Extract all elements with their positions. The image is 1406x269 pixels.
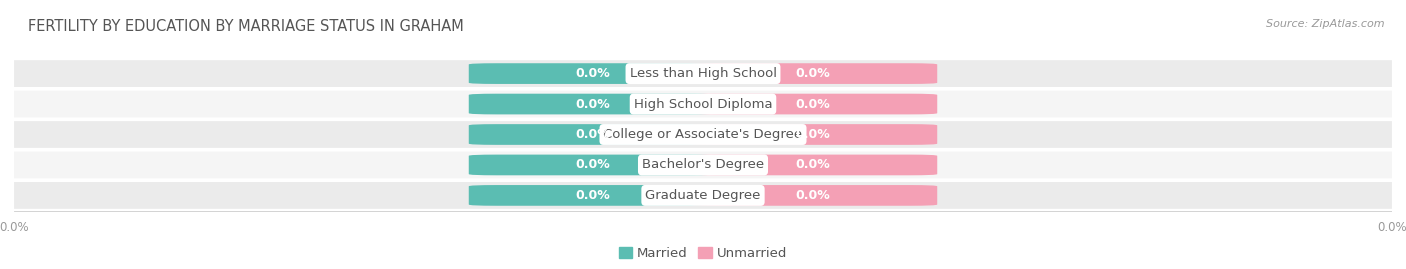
- Text: Graduate Degree: Graduate Degree: [645, 189, 761, 202]
- Text: 0.0%: 0.0%: [796, 67, 831, 80]
- Text: FERTILITY BY EDUCATION BY MARRIAGE STATUS IN GRAHAM: FERTILITY BY EDUCATION BY MARRIAGE STATU…: [28, 19, 464, 34]
- Text: Less than High School: Less than High School: [630, 67, 776, 80]
- FancyBboxPatch shape: [689, 63, 938, 84]
- Text: College or Associate's Degree: College or Associate's Degree: [603, 128, 803, 141]
- Text: 0.0%: 0.0%: [575, 98, 610, 111]
- FancyBboxPatch shape: [468, 124, 717, 145]
- Text: High School Diploma: High School Diploma: [634, 98, 772, 111]
- Text: 0.0%: 0.0%: [575, 67, 610, 80]
- Text: 0.0%: 0.0%: [796, 189, 831, 202]
- FancyBboxPatch shape: [468, 63, 717, 84]
- FancyBboxPatch shape: [14, 151, 1392, 178]
- FancyBboxPatch shape: [468, 94, 717, 114]
- Text: 0.0%: 0.0%: [575, 158, 610, 171]
- FancyBboxPatch shape: [689, 94, 938, 114]
- FancyBboxPatch shape: [689, 124, 938, 145]
- FancyBboxPatch shape: [14, 91, 1392, 118]
- FancyBboxPatch shape: [689, 155, 938, 175]
- Legend: Married, Unmarried: Married, Unmarried: [613, 242, 793, 265]
- FancyBboxPatch shape: [14, 121, 1392, 148]
- FancyBboxPatch shape: [468, 185, 717, 206]
- Text: 0.0%: 0.0%: [575, 189, 610, 202]
- Text: Bachelor's Degree: Bachelor's Degree: [643, 158, 763, 171]
- Text: 0.0%: 0.0%: [575, 128, 610, 141]
- Text: 0.0%: 0.0%: [796, 128, 831, 141]
- FancyBboxPatch shape: [14, 60, 1392, 87]
- Text: 0.0%: 0.0%: [796, 158, 831, 171]
- FancyBboxPatch shape: [689, 185, 938, 206]
- FancyBboxPatch shape: [468, 155, 717, 175]
- FancyBboxPatch shape: [14, 182, 1392, 209]
- Text: Source: ZipAtlas.com: Source: ZipAtlas.com: [1267, 19, 1385, 29]
- Text: 0.0%: 0.0%: [796, 98, 831, 111]
